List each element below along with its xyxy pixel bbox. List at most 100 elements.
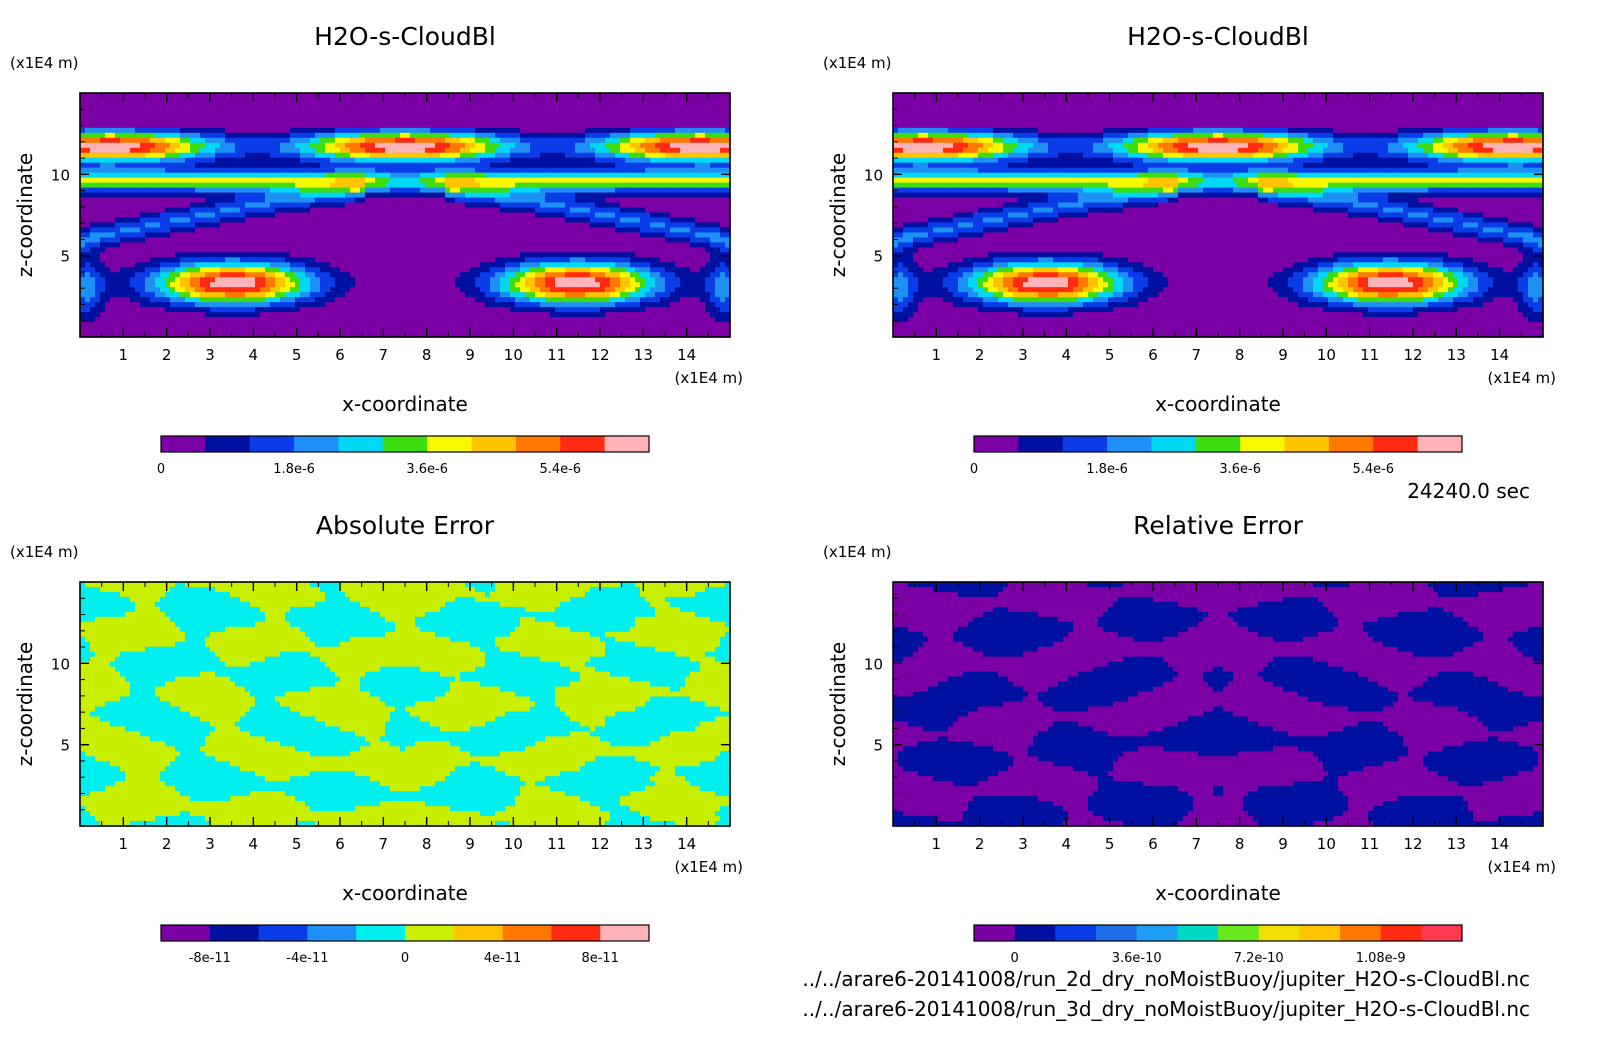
contour-cell bbox=[455, 212, 461, 219]
contour-cell bbox=[360, 277, 366, 283]
contour-cell bbox=[380, 152, 386, 159]
contour-cell bbox=[455, 277, 461, 283]
contour-cell bbox=[470, 257, 476, 263]
contour-cell bbox=[115, 187, 121, 194]
contour-cell bbox=[255, 107, 261, 114]
contour-cell bbox=[505, 122, 511, 129]
contour-cell bbox=[680, 122, 686, 129]
contour-cell bbox=[610, 152, 616, 159]
contour-cell bbox=[630, 157, 636, 164]
contour-cell bbox=[390, 127, 396, 134]
contour-cell bbox=[690, 202, 696, 209]
contour-cell bbox=[555, 132, 561, 139]
contour-cell bbox=[260, 142, 266, 149]
contour-cell bbox=[560, 182, 566, 189]
contour-cell bbox=[565, 102, 571, 109]
contour-cell bbox=[105, 152, 111, 159]
contour-cell bbox=[465, 132, 471, 139]
contour-cell bbox=[165, 112, 171, 119]
contour-cell bbox=[415, 162, 421, 169]
contour-cell bbox=[480, 157, 486, 164]
contour-cell bbox=[580, 197, 586, 204]
contour-cell bbox=[625, 127, 631, 134]
contour-cell bbox=[80, 237, 86, 243]
contour-cell bbox=[150, 182, 156, 189]
contour-cell bbox=[680, 197, 686, 204]
contour-cell bbox=[650, 127, 656, 134]
contour-cell bbox=[230, 117, 236, 124]
contour-cell bbox=[90, 177, 96, 184]
contour-cell bbox=[405, 182, 411, 189]
contour-cell bbox=[430, 252, 436, 258]
contour-cell bbox=[285, 207, 291, 214]
contour-cell bbox=[560, 277, 566, 283]
contour-cell bbox=[360, 237, 366, 243]
contour-cell bbox=[275, 212, 281, 219]
contour-cell bbox=[475, 182, 481, 189]
contour-cell bbox=[195, 157, 201, 164]
contour-cell bbox=[525, 102, 531, 109]
contour-cell bbox=[130, 282, 136, 288]
contour-cell bbox=[215, 267, 221, 273]
contour-cell bbox=[80, 132, 86, 139]
contour-cell bbox=[190, 167, 196, 174]
contour-cell bbox=[160, 187, 166, 194]
contour-cell bbox=[585, 137, 591, 144]
contour-cell bbox=[535, 157, 541, 164]
contour-cell bbox=[450, 267, 456, 273]
contour-cell bbox=[595, 192, 601, 199]
contour-cell bbox=[445, 212, 451, 219]
contour-cell bbox=[480, 197, 486, 204]
contour-cell bbox=[445, 242, 451, 248]
contour-cell bbox=[710, 207, 716, 214]
contour-cell bbox=[330, 227, 336, 234]
contour-cell bbox=[255, 252, 261, 258]
contour-cell bbox=[575, 117, 581, 124]
contour-cell bbox=[445, 257, 451, 263]
contour-cell bbox=[415, 152, 421, 159]
contour-cell bbox=[260, 102, 266, 109]
contour-cell bbox=[230, 182, 236, 189]
contour-cell bbox=[625, 192, 631, 199]
contour-cell bbox=[510, 217, 516, 224]
contour-cell bbox=[350, 207, 356, 214]
contour-cell bbox=[365, 192, 371, 199]
contour-cell bbox=[540, 272, 546, 278]
contour-cell bbox=[620, 167, 626, 174]
contour-cell bbox=[235, 172, 241, 179]
contour-cell bbox=[175, 152, 181, 159]
contour-cell bbox=[165, 267, 171, 273]
contour-cell bbox=[190, 93, 196, 99]
contour-cell bbox=[485, 132, 491, 139]
contour-cell bbox=[305, 107, 311, 114]
contour-cell bbox=[520, 252, 526, 258]
contour-cell bbox=[570, 137, 576, 144]
contour-cell bbox=[245, 227, 251, 234]
contour-cell bbox=[480, 242, 486, 248]
contour-cell bbox=[720, 202, 726, 209]
contour-cell bbox=[685, 197, 691, 204]
contour-cell bbox=[370, 277, 376, 283]
contour-cell bbox=[220, 172, 226, 179]
contour-cell bbox=[425, 102, 431, 109]
contour-cell bbox=[660, 252, 666, 258]
contour-cell bbox=[320, 132, 326, 139]
contour-cell bbox=[600, 107, 606, 114]
contour-cell bbox=[685, 147, 691, 154]
contour-cell bbox=[350, 197, 356, 204]
contour-cell bbox=[600, 202, 606, 209]
contour-cell bbox=[540, 93, 546, 99]
contour-cell bbox=[625, 247, 631, 253]
contour-cell bbox=[250, 267, 256, 273]
contour-cell bbox=[80, 112, 86, 119]
contour-cell bbox=[295, 267, 301, 273]
contour-cell bbox=[115, 257, 121, 263]
contour-cell bbox=[250, 192, 256, 199]
contour-cell bbox=[230, 152, 236, 159]
contour-cell bbox=[590, 162, 596, 169]
contour-cell bbox=[630, 162, 636, 169]
contour-cell bbox=[300, 102, 306, 109]
contour-cell bbox=[395, 187, 401, 194]
contour-cell bbox=[370, 202, 376, 209]
contour-cell bbox=[300, 212, 306, 219]
